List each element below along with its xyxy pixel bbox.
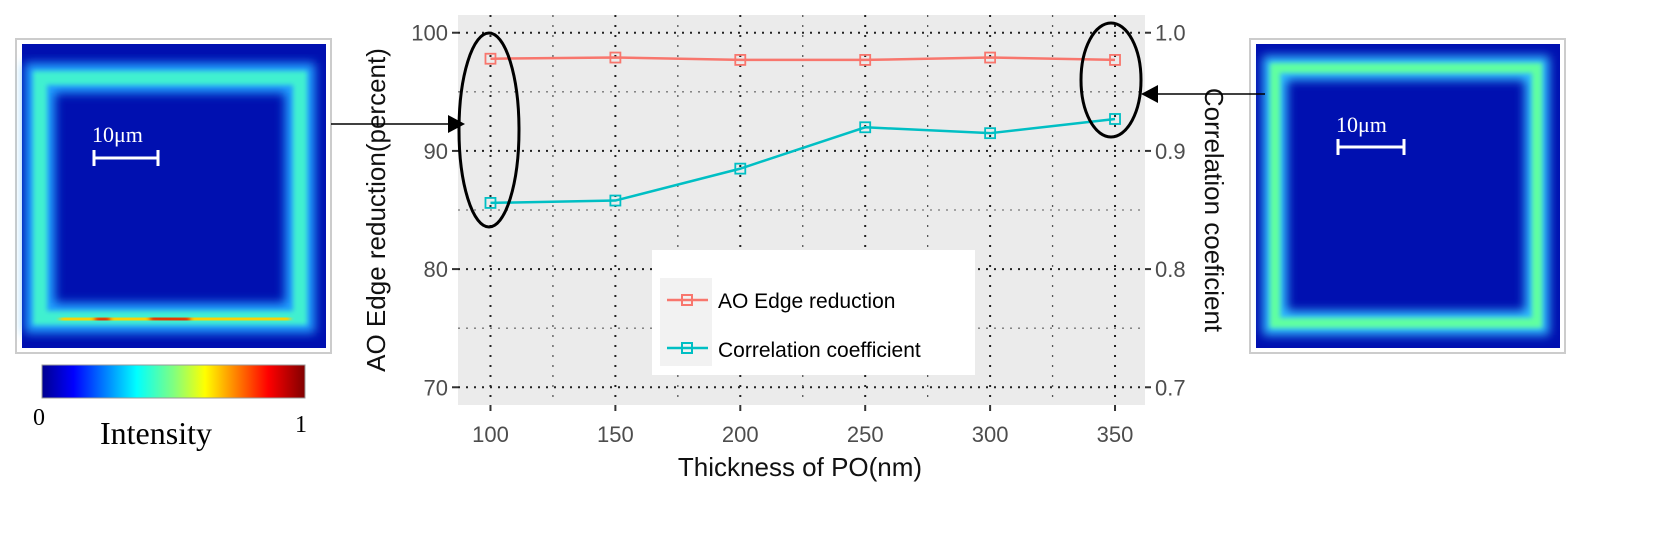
colorbar-label: Intensity [100, 415, 212, 451]
x-axis-label: Thickness of PO(nm) [678, 452, 922, 482]
y-tick-label: 90 [424, 139, 448, 164]
series-line-1 [490, 117, 1116, 205]
line-chart: 100 150 200 250 300 3507080901000.70.80.91.0 … [361, 15, 1229, 482]
y2-axis-label: Correlation coeficient [1199, 88, 1229, 333]
series-line-0 [490, 56, 1116, 62]
arrow-right-head [1141, 85, 1158, 103]
data-point-1 [859, 121, 872, 134]
y2-tick-label: 1.0 [1155, 21, 1186, 46]
y2-tick-label: 0.7 [1155, 375, 1186, 400]
y2-tick-label: 0.8 [1155, 257, 1186, 282]
y-tick-label: 100 [411, 21, 448, 46]
colorbar-min: 0 [33, 405, 45, 431]
left-intensity-image: 10μm [15, 38, 332, 354]
data-point-0 [984, 51, 997, 64]
series-lines [484, 51, 1121, 209]
legend-label-correlation: Correlation coefficient [718, 339, 921, 362]
arrow-left-head [448, 115, 465, 133]
axis-ticks: 100 150 200 250 300 350 70 80 90 100 0.7 0.8 0.9 1.0 [411, 21, 1185, 447]
data-point-1 [609, 194, 622, 207]
colorbar-max: 1 [295, 412, 307, 438]
x-tick-label: 100 [472, 422, 509, 447]
data-point-0 [1109, 54, 1121, 66]
legend: AO Edge reduction Correlation coefficien… [652, 250, 975, 375]
data-point-0 [484, 52, 497, 65]
data-point-0 [859, 54, 872, 66]
x-tick-label: 300 [972, 422, 1009, 447]
y-tick-label: 70 [424, 375, 448, 400]
colorbar: 0 1 Intensity [33, 364, 307, 451]
data-point-1 [1109, 113, 1121, 125]
highlight-ellipse-right [1079, 21, 1143, 139]
right-intensity-image: 10μm [1249, 38, 1566, 354]
legend-label-ao-edge: AO Edge reduction [718, 290, 895, 313]
y-axis-label: AO Edge reduction(percent) [361, 48, 391, 372]
right-scale-bar-label: 10μm [1336, 112, 1387, 137]
highlight-ellipse-left [457, 31, 521, 229]
left-scale-bar-label: 10μm [92, 122, 143, 147]
x-tick-label: 150 [597, 422, 634, 447]
x-tick-label: 250 [847, 422, 884, 447]
annotations [331, 21, 1265, 229]
y-tick-label: 80 [424, 257, 448, 282]
x-tick-label: 200 [722, 422, 759, 447]
data-point-0 [734, 54, 747, 66]
data-point-0 [609, 51, 622, 64]
y2-tick-label: 0.9 [1155, 139, 1186, 164]
x-tick-label: 350 [1097, 422, 1134, 447]
data-point-1 [984, 127, 997, 140]
data-point-1 [734, 162, 747, 175]
data-point-1 [484, 197, 497, 209]
